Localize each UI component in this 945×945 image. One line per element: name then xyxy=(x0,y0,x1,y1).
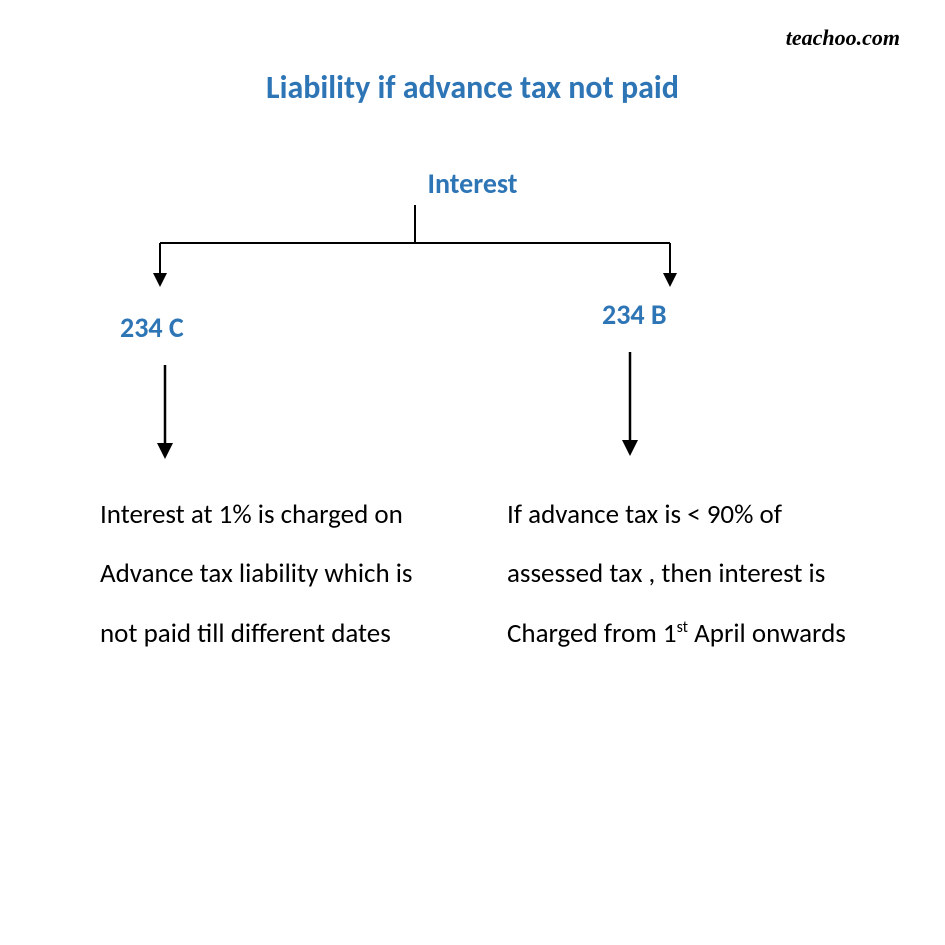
branch-right-label: 234 B xyxy=(602,297,667,332)
watermark: teachoo.com xyxy=(786,25,900,51)
arrow-down-right xyxy=(620,352,640,457)
arrow-down-left xyxy=(155,365,175,460)
branch-right-description: If advance tax is < 90% of assessed tax … xyxy=(507,485,847,663)
page-title: Liability if advance tax not paid xyxy=(0,68,945,107)
branch-left-description: Interest at 1% is charged on Advance tax… xyxy=(100,485,420,663)
branch-connector xyxy=(135,205,695,290)
root-node-label: Interest xyxy=(0,166,945,201)
branch-left-label: 234 C xyxy=(120,310,184,345)
